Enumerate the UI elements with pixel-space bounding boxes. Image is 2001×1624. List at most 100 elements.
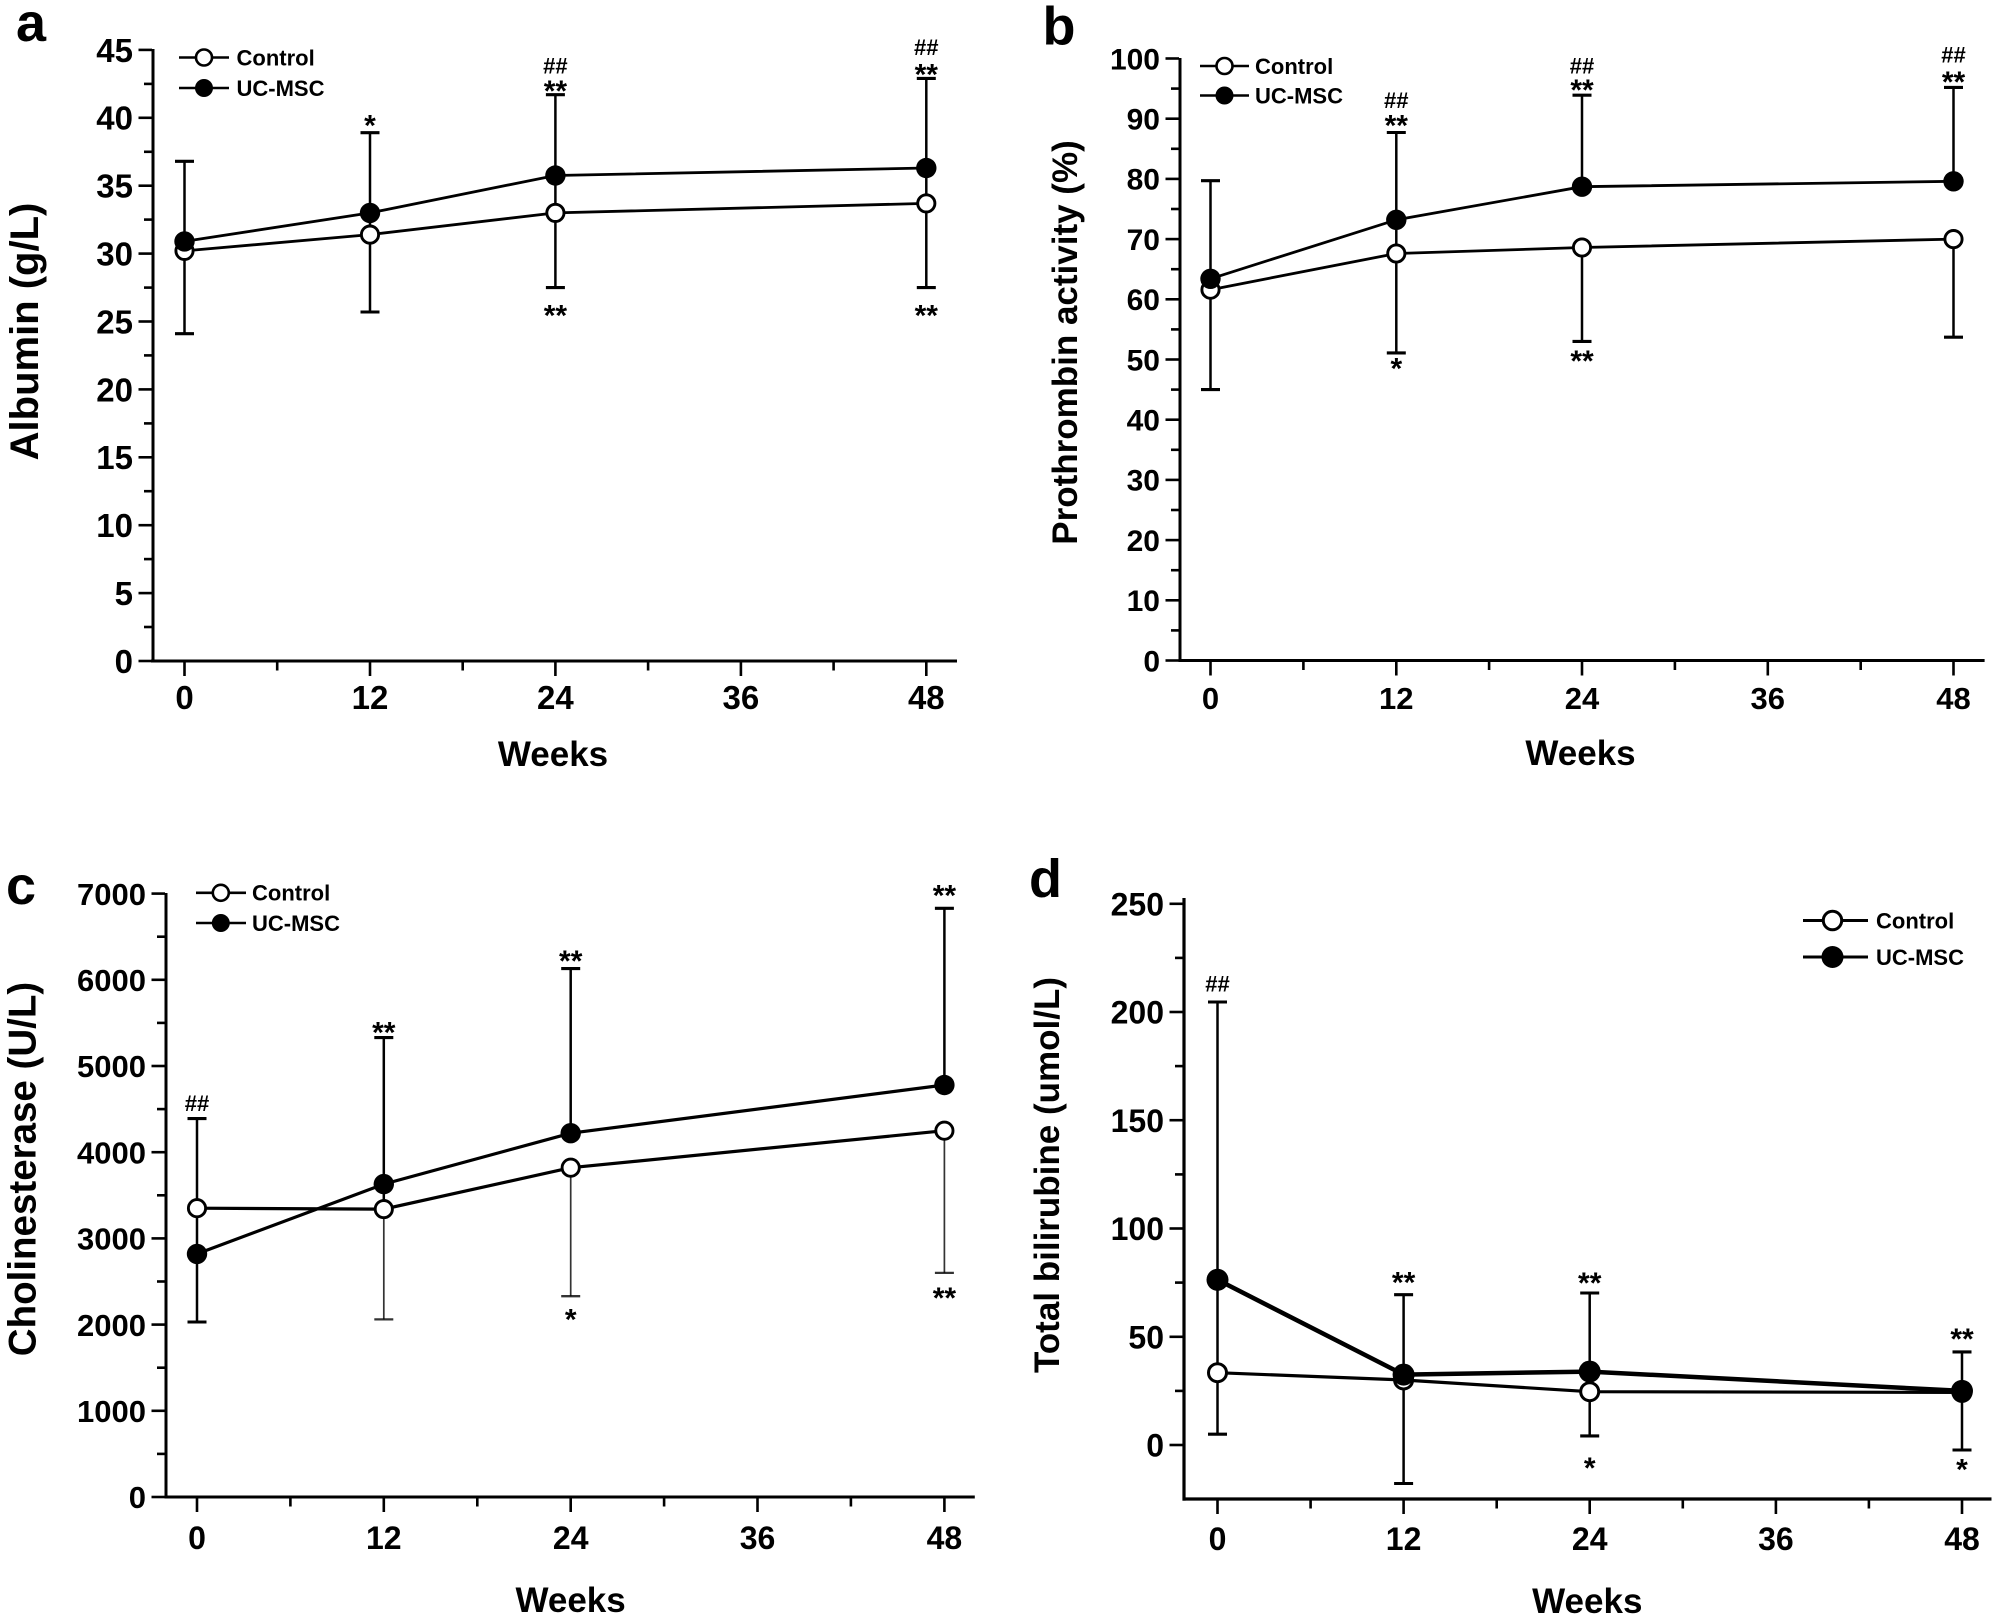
svg-text:45: 45 <box>96 32 133 69</box>
svg-text:**: ** <box>915 59 939 92</box>
svg-text:48: 48 <box>1944 1521 1980 1557</box>
svg-text:24: 24 <box>1565 681 1600 716</box>
svg-text:5: 5 <box>115 575 133 612</box>
svg-text:100: 100 <box>1111 1211 1164 1247</box>
svg-text:50: 50 <box>1127 344 1160 377</box>
svg-text:Control: Control <box>237 45 315 70</box>
svg-text:Weeks: Weeks <box>1525 734 1635 773</box>
svg-text:**: ** <box>1578 1267 1602 1300</box>
svg-text:0: 0 <box>175 679 193 716</box>
svg-text:Weeks: Weeks <box>515 1581 625 1619</box>
svg-text:36: 36 <box>723 679 760 716</box>
svg-text:0: 0 <box>115 643 133 680</box>
svg-text:150: 150 <box>1111 1103 1164 1139</box>
svg-text:24: 24 <box>537 679 574 716</box>
svg-text:36: 36 <box>740 1520 776 1556</box>
svg-text:70: 70 <box>1127 224 1160 257</box>
svg-text:30: 30 <box>1127 465 1160 498</box>
svg-text:5000: 5000 <box>77 1049 146 1084</box>
svg-text:36: 36 <box>1751 681 1785 716</box>
svg-text:4000: 4000 <box>77 1135 146 1170</box>
svg-text:48: 48 <box>908 679 945 716</box>
svg-text:##: ## <box>1384 88 1408 113</box>
svg-text:**: ** <box>544 299 568 332</box>
svg-text:48: 48 <box>927 1520 963 1556</box>
svg-text:10: 10 <box>1127 585 1160 618</box>
svg-text:UC-MSC: UC-MSC <box>1255 83 1343 108</box>
svg-text:b: b <box>1043 0 1076 57</box>
svg-text:Control: Control <box>252 881 330 906</box>
svg-text:UC-MSC: UC-MSC <box>237 76 325 101</box>
svg-text:*: * <box>1584 1452 1596 1485</box>
svg-text:12: 12 <box>1379 681 1413 716</box>
svg-text:0: 0 <box>188 1520 206 1556</box>
svg-text:40: 40 <box>96 100 133 137</box>
svg-text:6000: 6000 <box>77 963 146 998</box>
svg-text:**: ** <box>915 299 939 332</box>
svg-text:Albumin (g/L): Albumin (g/L) <box>3 203 47 461</box>
svg-text:60: 60 <box>1127 284 1160 317</box>
svg-text:c: c <box>6 856 36 916</box>
svg-text:**: ** <box>1392 1267 1416 1300</box>
svg-text:**: ** <box>1385 110 1409 143</box>
svg-text:2000: 2000 <box>77 1308 146 1343</box>
svg-text:200: 200 <box>1111 995 1164 1031</box>
svg-text:12: 12 <box>366 1520 402 1556</box>
svg-text:10: 10 <box>96 507 133 544</box>
svg-text:*: * <box>565 1304 577 1337</box>
svg-text:**: ** <box>1570 74 1594 107</box>
svg-text:48: 48 <box>1936 681 1970 716</box>
svg-text:24: 24 <box>1572 1521 1608 1557</box>
svg-text:a: a <box>16 0 47 53</box>
svg-text:20: 20 <box>96 371 133 408</box>
svg-text:*: * <box>364 109 376 142</box>
svg-text:80: 80 <box>1127 164 1160 197</box>
svg-text:100: 100 <box>1110 43 1160 76</box>
svg-text:50: 50 <box>1128 1319 1164 1355</box>
svg-text:7000: 7000 <box>77 877 146 912</box>
svg-text:0: 0 <box>1209 1521 1227 1557</box>
svg-text:35: 35 <box>96 168 133 205</box>
svg-text:250: 250 <box>1111 886 1164 922</box>
svg-text:24: 24 <box>553 1520 589 1556</box>
svg-text:40: 40 <box>1127 405 1160 438</box>
svg-text:0: 0 <box>1143 645 1160 678</box>
svg-text:36: 36 <box>1758 1521 1794 1557</box>
svg-text:d: d <box>1029 849 1062 909</box>
svg-text:Weeks: Weeks <box>498 735 608 774</box>
svg-text:UC-MSC: UC-MSC <box>252 911 340 936</box>
svg-text:##: ## <box>1570 54 1594 79</box>
svg-text:UC-MSC: UC-MSC <box>1876 945 1964 970</box>
svg-text:0: 0 <box>129 1480 146 1515</box>
svg-text:0: 0 <box>1146 1428 1164 1464</box>
svg-text:*: * <box>1956 1454 1968 1487</box>
svg-text:##: ## <box>914 35 938 60</box>
svg-text:**: ** <box>559 945 583 978</box>
svg-text:12: 12 <box>352 679 389 716</box>
svg-text:12: 12 <box>1386 1521 1422 1557</box>
svg-text:15: 15 <box>96 439 133 476</box>
svg-text:##: ## <box>1941 43 1965 68</box>
svg-text:Cholinesterase (U/L): Cholinesterase (U/L) <box>2 982 45 1356</box>
svg-text:3000: 3000 <box>77 1222 146 1257</box>
svg-text:25: 25 <box>96 303 133 340</box>
svg-text:Total bilirubine (umol/L): Total bilirubine (umol/L) <box>1028 977 1067 1373</box>
svg-text:**: ** <box>1570 345 1594 378</box>
svg-text:**: ** <box>933 880 957 913</box>
svg-text:##: ## <box>185 1091 209 1116</box>
svg-text:Prothrombin activity (%): Prothrombin activity (%) <box>1046 140 1085 544</box>
svg-text:Control: Control <box>1255 54 1333 79</box>
svg-text:20: 20 <box>1127 525 1160 558</box>
svg-text:*: * <box>1390 352 1402 385</box>
svg-text:**: ** <box>372 1017 396 1050</box>
svg-text:0: 0 <box>1202 681 1219 716</box>
svg-text:30: 30 <box>96 236 133 273</box>
svg-text:**: ** <box>544 75 568 108</box>
svg-text:**: ** <box>1942 66 1966 99</box>
svg-text:Control: Control <box>1876 908 1954 933</box>
svg-text:Weeks: Weeks <box>1532 1582 1642 1619</box>
svg-text:##: ## <box>543 54 567 79</box>
svg-text:**: ** <box>933 1282 957 1315</box>
svg-text:90: 90 <box>1127 104 1160 137</box>
svg-text:**: ** <box>1950 1323 1974 1356</box>
